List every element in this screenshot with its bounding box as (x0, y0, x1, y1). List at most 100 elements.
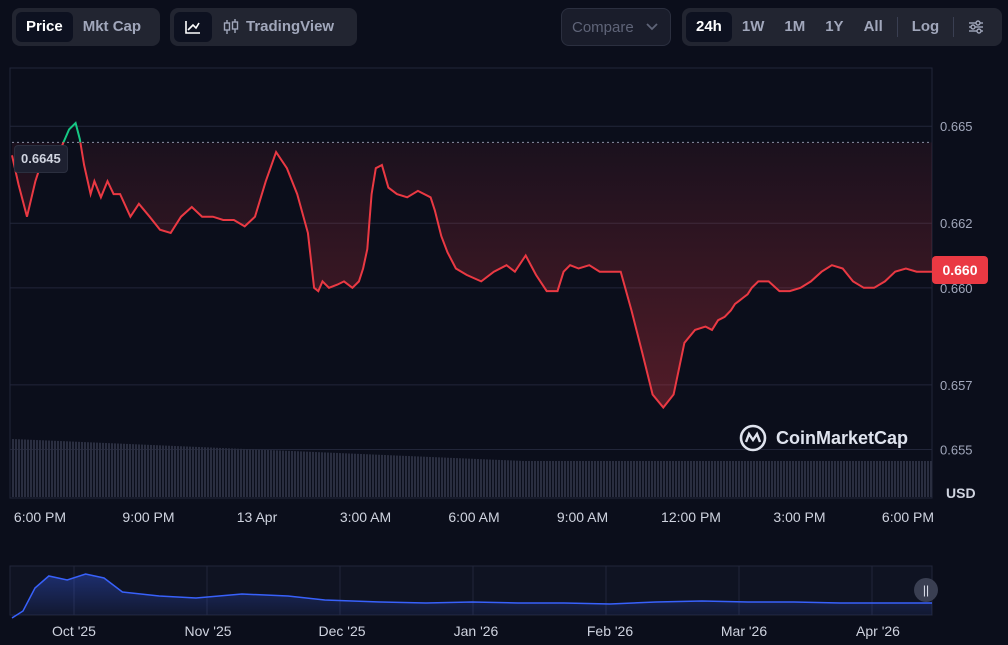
volume-bar (123, 443, 125, 497)
volume-bar (900, 461, 902, 497)
volume-bar (768, 461, 770, 497)
volume-bar (435, 457, 437, 497)
range-1m[interactable]: 1M (784, 18, 806, 35)
volume-bar (165, 445, 167, 497)
volume-bar (441, 457, 443, 497)
volume-bar (708, 461, 710, 497)
reference-price-badge: 0.6645 (14, 145, 68, 173)
compare-dropdown[interactable]: Compare (561, 8, 671, 46)
volume-bar (834, 461, 836, 497)
volume-bar (555, 461, 557, 497)
volume-bars (12, 439, 932, 497)
volume-bar (210, 447, 212, 497)
volume-bar (624, 461, 626, 497)
volume-bar (651, 461, 653, 497)
volume-bar (51, 440, 53, 497)
tab-price[interactable]: Price (16, 12, 73, 42)
volume-bar (600, 461, 602, 497)
view-toggle: Price Mkt Cap (12, 8, 160, 46)
volume-bar (522, 460, 524, 497)
volume-bar (342, 453, 344, 497)
chart-settings-button[interactable] (958, 12, 994, 42)
volume-bar (129, 444, 131, 497)
volume-bar (231, 448, 233, 497)
volume-bar (831, 461, 833, 497)
volume-bar (729, 461, 731, 497)
volume-bar (378, 454, 380, 497)
volume-bar (684, 461, 686, 497)
volume-bar (507, 460, 509, 497)
volume-bar (363, 454, 365, 497)
volume-bar (921, 461, 923, 497)
volume-bar (516, 460, 518, 497)
volume-bar (426, 456, 428, 497)
range-24h[interactable]: 24h (686, 12, 732, 42)
volume-bar (534, 461, 536, 497)
volume-bar (105, 443, 107, 497)
volume-bar (858, 461, 860, 497)
volume-bar (687, 461, 689, 497)
volume-bar (489, 459, 491, 497)
volume-bar (27, 439, 29, 497)
navigator-tick-label: Nov '25 (184, 623, 231, 639)
volume-bar (294, 451, 296, 497)
volume-bar (81, 441, 83, 497)
range-1w[interactable]: 1W (741, 18, 765, 35)
volume-bar (897, 461, 899, 497)
volume-bar (360, 453, 362, 497)
currency-label: USD (946, 485, 976, 501)
volume-bar (711, 461, 713, 497)
volume-bar (702, 461, 704, 497)
volume-bar (222, 448, 224, 497)
chevron-down-icon (646, 23, 658, 31)
x-tick-label: 6:00 PM (14, 509, 66, 525)
volume-bar (894, 461, 896, 497)
volume-bar (495, 459, 497, 497)
volume-bar (840, 461, 842, 497)
y-tick-label: 0.660 (940, 281, 973, 296)
volume-bar (336, 452, 338, 497)
volume-bar (627, 461, 629, 497)
volume-bar (366, 454, 368, 497)
volume-bar (24, 439, 26, 497)
sliders-icon (969, 20, 984, 34)
volume-bar (930, 461, 932, 497)
tradingview-button[interactable]: TradingView (212, 12, 344, 42)
volume-bar (855, 461, 857, 497)
volume-bar (486, 459, 488, 497)
x-tick-label: 3:00 PM (773, 509, 825, 525)
volume-bar (660, 461, 662, 497)
volume-bar (351, 453, 353, 497)
plot-frame (9, 67, 933, 499)
range-all[interactable]: All (863, 18, 883, 35)
volume-bar (66, 441, 68, 497)
range-navigator[interactable] (9, 565, 933, 619)
volume-bar (144, 444, 146, 497)
volume-bar (249, 449, 251, 497)
volume-bar (192, 446, 194, 497)
volume-bar (219, 447, 221, 497)
line-chart-button[interactable] (174, 12, 212, 42)
volume-bar (198, 447, 200, 497)
volume-bar (576, 461, 578, 497)
volume-bar (315, 452, 317, 497)
volume-bar (915, 461, 917, 497)
volume-bar (846, 461, 848, 497)
volume-bar (132, 444, 134, 497)
pause-button[interactable]: || (914, 578, 938, 602)
volume-bar (759, 461, 761, 497)
volume-bar (705, 461, 707, 497)
volume-bar (822, 461, 824, 497)
tab-mkt-cap[interactable]: Mkt Cap (82, 18, 142, 35)
volume-bar (462, 458, 464, 497)
log-scale-button[interactable]: Log (911, 18, 940, 35)
volume-bar (267, 449, 269, 497)
volume-bar (273, 450, 275, 497)
volume-bar (297, 451, 299, 497)
volume-bar (510, 460, 512, 497)
volume-bar (42, 440, 44, 497)
volume-bar (690, 461, 692, 497)
volume-bar (744, 461, 746, 497)
range-1y[interactable]: 1Y (825, 18, 844, 35)
